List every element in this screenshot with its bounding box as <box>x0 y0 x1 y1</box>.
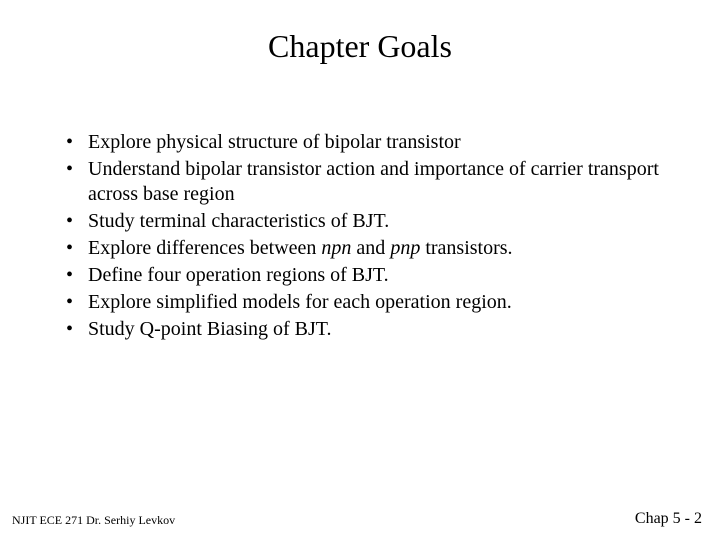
bullet-list-container: Explore physical structure of bipolar tr… <box>60 130 680 344</box>
list-item: Explore differences between npn and pnp … <box>60 236 680 261</box>
bullet-text: Study terminal characteristics of BJT. <box>88 210 389 232</box>
bullet-text: Explore simplified models for each opera… <box>88 291 512 313</box>
list-item: Understand bipolar transistor action and… <box>60 157 680 207</box>
slide: Chapter Goals Explore physical structure… <box>0 0 720 540</box>
bullet-text: Explore physical structure of bipolar tr… <box>88 131 461 153</box>
bullet-text: Explore differences between npn and pnp … <box>88 237 513 259</box>
list-item: Study Q-point Biasing of BJT. <box>60 317 680 342</box>
bullet-text: Understand bipolar transistor action and… <box>88 158 659 205</box>
page-title: Chapter Goals <box>0 28 720 65</box>
bullet-text: Study Q-point Biasing of BJT. <box>88 318 332 340</box>
bullet-list: Explore physical structure of bipolar tr… <box>60 130 680 342</box>
footer-right: Chap 5 - 2 <box>635 510 702 528</box>
footer-left: NJIT ECE 271 Dr. Serhiy Levkov <box>12 513 175 528</box>
list-item: Explore simplified models for each opera… <box>60 290 680 315</box>
bullet-text: Define four operation regions of BJT. <box>88 264 389 286</box>
list-item: Study terminal characteristics of BJT. <box>60 209 680 234</box>
list-item: Explore physical structure of bipolar tr… <box>60 130 680 155</box>
list-item: Define four operation regions of BJT. <box>60 263 680 288</box>
